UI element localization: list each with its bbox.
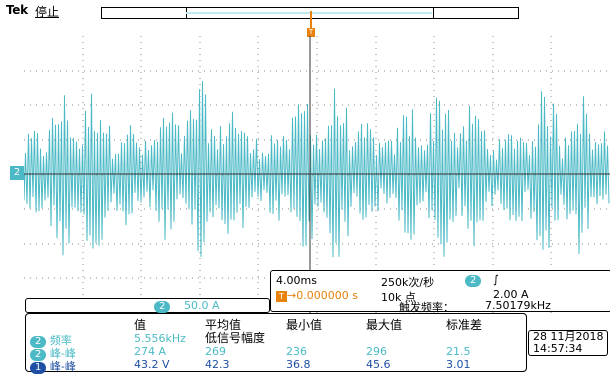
- timebase-trigger-panel: 4.00ms 250k次/秒 2 ∫ T →0.000000 s 10k 点 2.…: [270, 270, 610, 314]
- measurement-table: 值 平均值 低信号幅度 最小值 最大值 标准差 2 频率 5.556kHz 2 …: [25, 313, 527, 374]
- waveform-display[interactable]: [24, 36, 610, 313]
- row-value: 274 A: [134, 345, 167, 358]
- trigger-position-marker[interactable]: T: [307, 11, 315, 37]
- sample-rate: 250k次/秒: [381, 276, 435, 289]
- row-name: 峰-峰: [49, 360, 76, 373]
- scale-value: 50.0 A: [184, 299, 220, 312]
- arrow-icon: →: [287, 289, 297, 302]
- measurement-row: 2 峰-峰 274 A 269 236 296 21.5: [30, 345, 520, 361]
- record-length: 10k 点: [381, 291, 416, 304]
- channel-scale-box[interactable]: 2 50.0 A: [25, 298, 270, 313]
- record-view-highlight: [186, 12, 432, 14]
- row-mean: 269: [205, 345, 226, 358]
- row-channel: 2: [30, 336, 47, 348]
- channel-2-tag: 2: [10, 166, 24, 180]
- horizontal-scale: 4.00ms: [276, 274, 317, 287]
- scale-channel: 2: [154, 299, 171, 313]
- row-value: 43.2 V: [134, 358, 170, 371]
- header-value: 值: [134, 318, 147, 332]
- trigger-position-readout: T →0.000000 s: [276, 289, 358, 302]
- row-value: 5.556kHz: [134, 332, 186, 345]
- trigger-t-icon: T: [276, 291, 287, 302]
- acquisition-status: 停止: [35, 5, 60, 19]
- row-min: 236: [286, 345, 307, 358]
- low-amplitude-note: 低信号幅度: [205, 331, 266, 345]
- row-name: 频率: [49, 334, 72, 347]
- measurement-row: 1 峰-峰 43.2 V 42.3 36.8 45.6 3.01: [30, 358, 520, 374]
- trigger-position-value: 0.000000 s: [296, 289, 358, 302]
- scale-channel-pill: 2: [154, 301, 171, 313]
- header-min: 最小值: [286, 318, 323, 332]
- trigger-freq-label: 触发频率：: [399, 301, 454, 314]
- row-max: 45.6: [366, 358, 391, 371]
- header-max: 最大值: [366, 318, 403, 332]
- datetime-box: 28 11月2018 14:57:34: [528, 330, 608, 356]
- row-channel: 1: [30, 362, 47, 374]
- header-std: 标准差: [446, 318, 483, 332]
- channel-2-ground-marker[interactable]: 2: [10, 166, 24, 180]
- brand-logo: Tek: [6, 3, 28, 17]
- date-text: 28 11月2018: [533, 330, 604, 343]
- trigger-slope-icon: ∫: [493, 273, 499, 286]
- trigger-line: [310, 11, 312, 37]
- row-mean: 42.3: [205, 358, 230, 371]
- row-max: 296: [366, 345, 387, 358]
- channel-2-waveform: [24, 81, 610, 258]
- trigger-freq-value: 7.50179kHz: [485, 299, 551, 312]
- time-text: 14:57:34: [533, 342, 583, 355]
- trigger-level: 2.00 A: [493, 288, 529, 301]
- row-min: 36.8: [286, 358, 311, 371]
- header-mean: 平均值: [205, 318, 242, 332]
- row-std: 21.5: [446, 345, 471, 358]
- trigger-icon: T: [307, 28, 315, 37]
- trigger-source-channel: 2: [465, 275, 482, 287]
- row-channel: 2: [30, 349, 47, 361]
- measurement-row: 2 频率 5.556kHz: [30, 332, 520, 348]
- row-name: 峰-峰: [49, 347, 76, 360]
- trigger-source: 2: [465, 273, 482, 287]
- row-std: 3.01: [446, 358, 471, 371]
